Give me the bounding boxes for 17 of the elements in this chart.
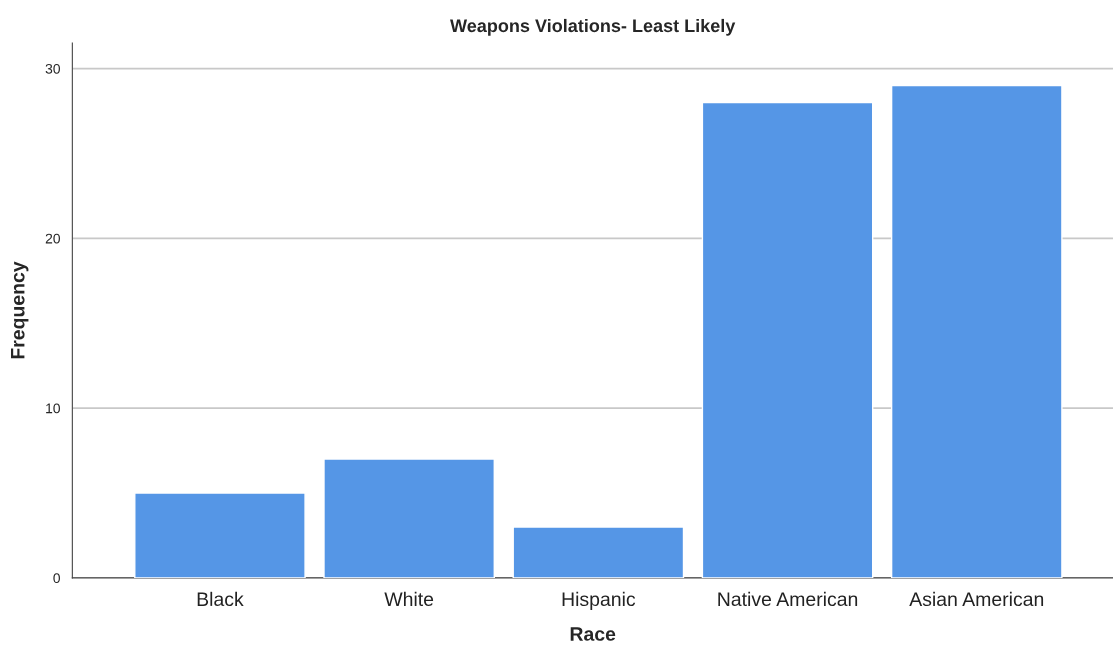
y-tick-label: 0: [53, 573, 60, 584]
y-tick-label: 30: [45, 63, 60, 74]
x-tick-label: Hispanic: [562, 591, 636, 610]
x-tick-label: Native American: [718, 591, 858, 607]
x-tick-label: Asian American: [909, 591, 1044, 607]
bar: [134, 492, 306, 578]
y-axis-title: Frequency: [11, 261, 29, 359]
x-tick-label: White: [384, 591, 434, 607]
bar: [512, 526, 685, 578]
y-tick-label: 10: [46, 403, 60, 414]
x-tick-label: Black: [197, 591, 244, 607]
x-axis-title: Race: [570, 627, 616, 641]
bar: [890, 84, 1063, 578]
bar: [701, 101, 874, 578]
bar: [323, 458, 495, 578]
y-tick-label: 20: [45, 233, 60, 244]
chart-title: Weapons Violations- Least Likely: [450, 18, 736, 36]
